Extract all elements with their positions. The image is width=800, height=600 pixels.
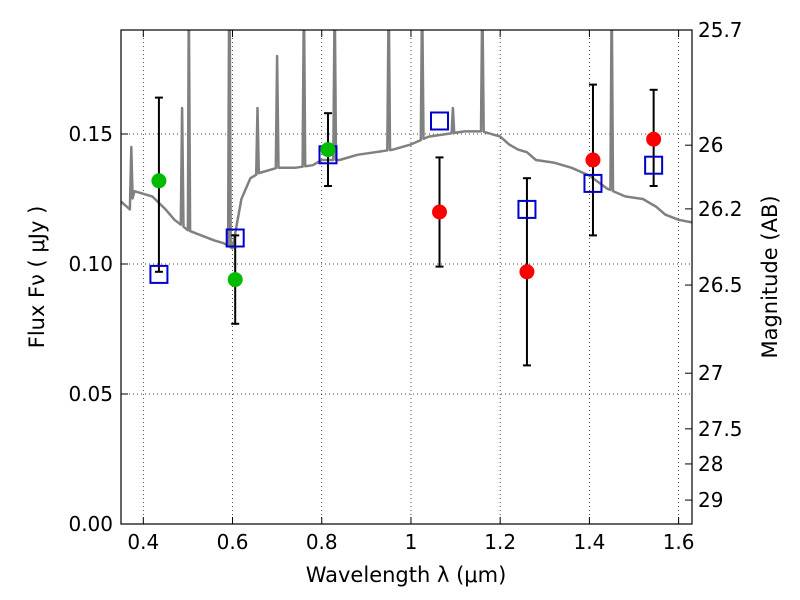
model-square-point [430, 111, 450, 131]
y-tick-layer: 0.00 0.05 0.10 0.15 [68, 122, 128, 536]
y-tick-label: 0.05 [68, 382, 113, 406]
right-tick-label: 26 [698, 133, 723, 157]
right-tick-layer: 25.7 26 26.2 26.5 27 27.5 28 29 [685, 18, 743, 512]
y-tick-label: 0.15 [68, 122, 113, 146]
observed-point-green [151, 173, 167, 189]
model-square-point [225, 228, 245, 248]
right-tick-label: 28 [698, 452, 723, 476]
y-axis-right-label: Magnitude (AB) [758, 195, 782, 358]
right-tick-label: 26.2 [698, 197, 743, 221]
observed-point-red [519, 264, 535, 280]
plot-frame [120, 29, 693, 525]
observed-point-red [432, 204, 448, 220]
x-tick-label: 0.6 [217, 530, 249, 554]
y-tick-label: 0.10 [68, 252, 113, 276]
x-tick-label: 1 [405, 530, 418, 554]
right-tick-label: 26.5 [698, 273, 743, 297]
x-tick-layer: 0.4 0.6 0.8 1 1.2 1.4 1.6 [127, 30, 695, 554]
observed-point-red [585, 152, 601, 168]
x-tick-label: 1.2 [484, 530, 516, 554]
model-square-point [644, 155, 664, 175]
x-tick-label: 0.8 [306, 530, 338, 554]
y-axis-left-label: Flux Fν ( μJy ) [25, 206, 49, 349]
x-tick-label: 1.6 [663, 530, 695, 554]
right-tick-label: 29 [698, 488, 723, 512]
grid-layer [121, 30, 692, 524]
right-tick-label: 27.5 [698, 417, 743, 441]
sed-spectrum-line [121, 30, 692, 250]
sed-layer [121, 30, 692, 250]
observed-point-green [227, 272, 243, 288]
right-tick-label: 25.7 [698, 18, 743, 42]
marker-layer [149, 111, 664, 288]
x-tick-label: 0.4 [127, 530, 159, 554]
observed-point-green [320, 142, 336, 158]
model-square-point [583, 173, 603, 193]
x-tick-label: 1.4 [573, 530, 605, 554]
x-axis-label: Wavelength λ (μm) [306, 563, 507, 587]
model-square-point [149, 264, 169, 284]
y-tick-label: 0.00 [68, 512, 113, 536]
observed-point-red [646, 131, 662, 147]
right-tick-label: 27 [698, 361, 723, 385]
model-square-point [517, 199, 537, 219]
